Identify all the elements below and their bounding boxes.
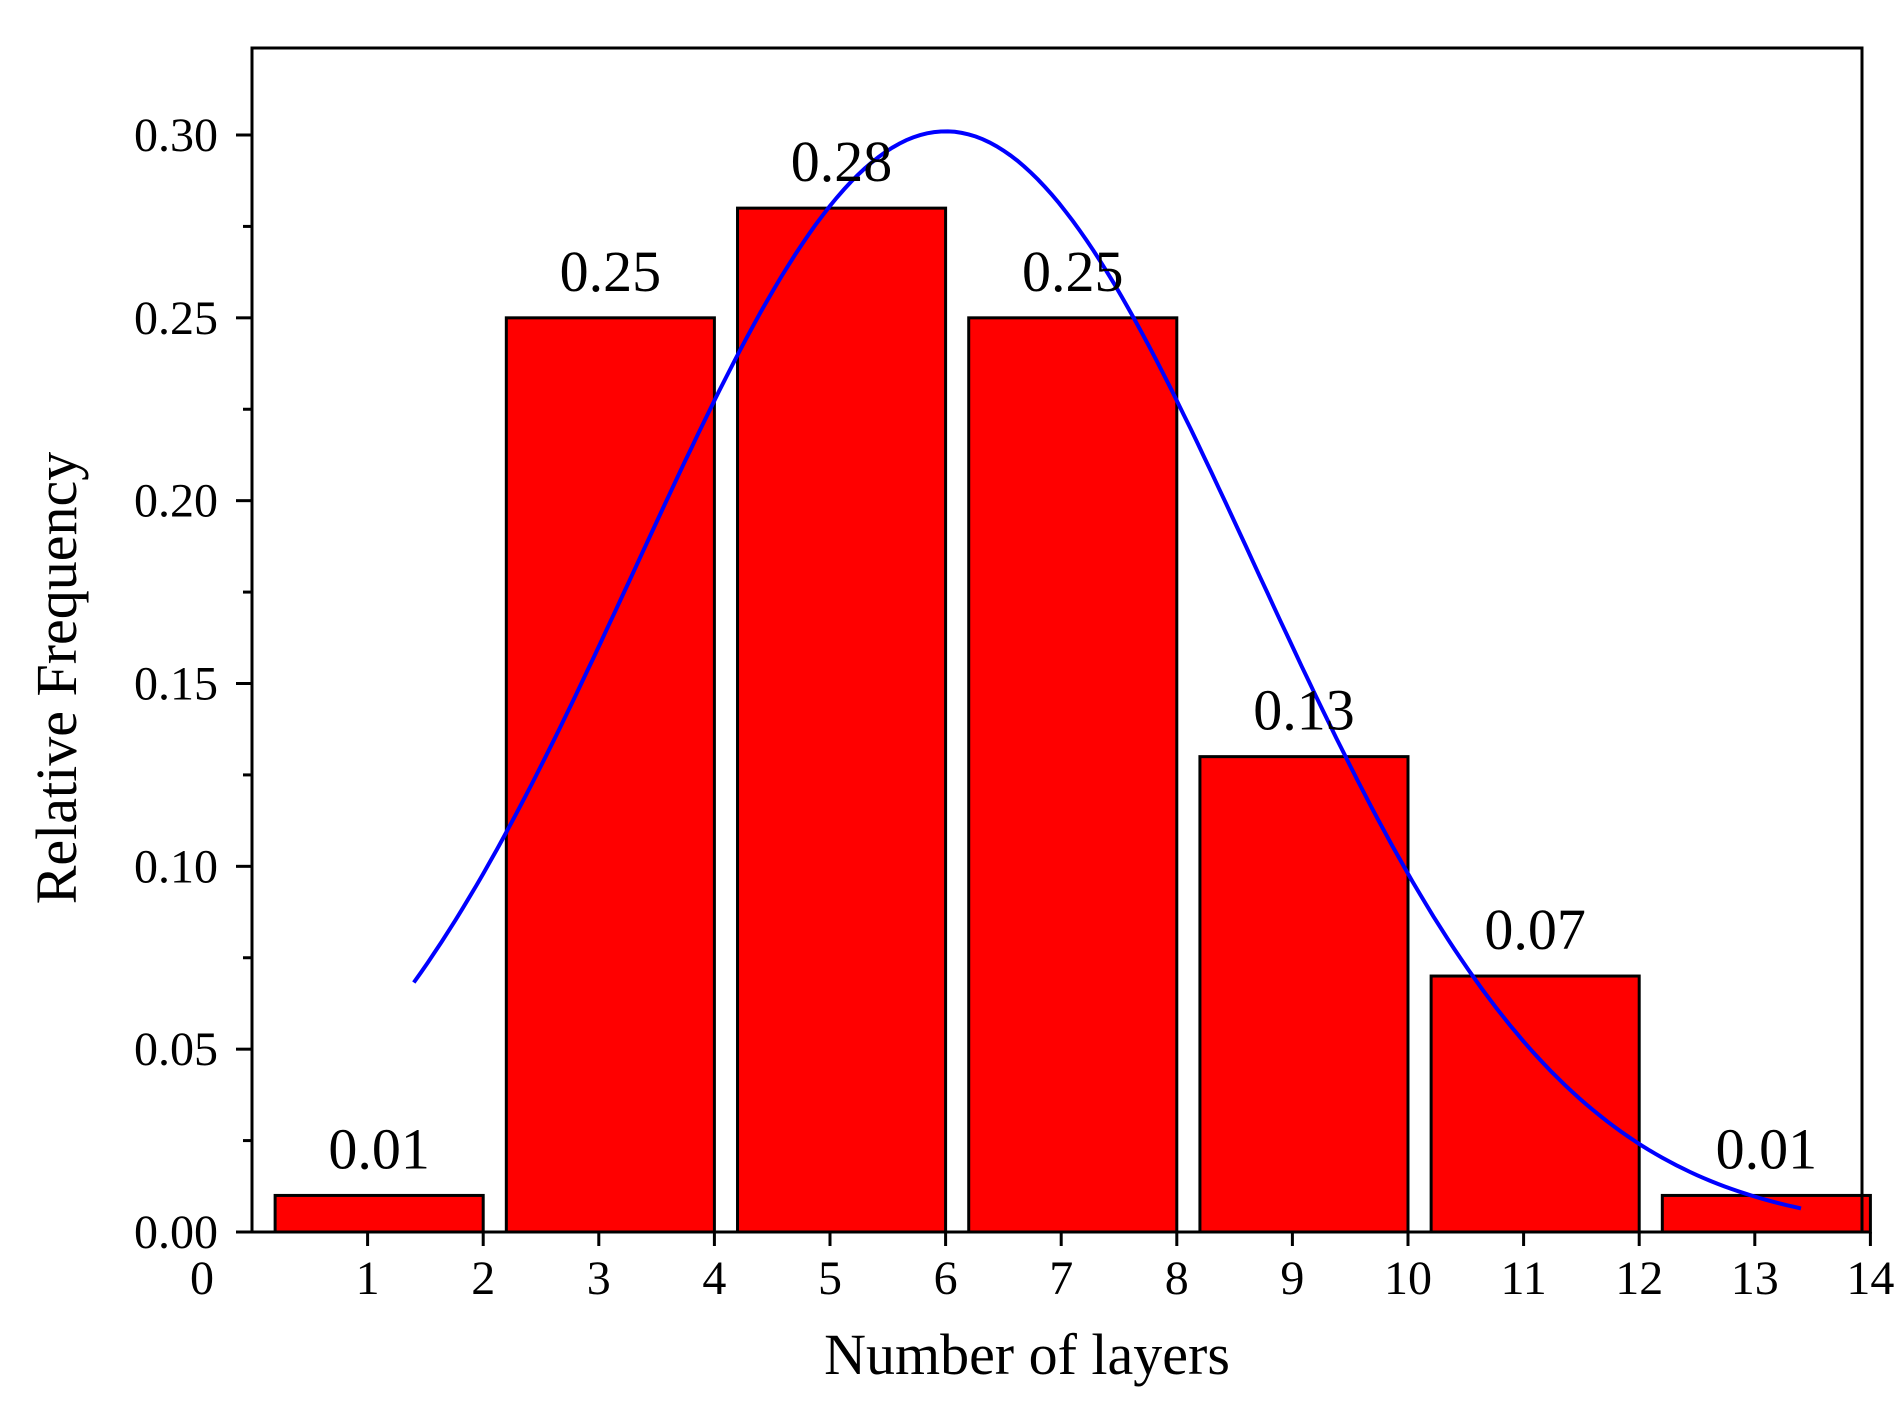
data-label-11-12: 0.07 xyxy=(1484,897,1586,962)
y-tick-label: 0.05 xyxy=(134,1023,218,1076)
y-tick-label: 0.15 xyxy=(134,658,218,711)
y-tick-label: 0.30 xyxy=(134,109,218,162)
x-tick-label: 14 xyxy=(1846,1252,1894,1305)
bar-7-8 xyxy=(967,316,1179,1234)
y-tick-label: 0.10 xyxy=(134,840,218,893)
x-axis-title: Number of layers xyxy=(824,1322,1230,1387)
x-tick-label: 2 xyxy=(471,1252,495,1305)
x-tick-label: 5 xyxy=(818,1252,842,1305)
axes-layer: 0.000.050.100.150.200.250.300 1 2 3 4 5 6 7 8 9 10… xyxy=(134,46,1894,1305)
bars-layer xyxy=(273,206,1872,1234)
bar-11-12 xyxy=(1429,974,1641,1234)
data-label-9-10: 0.13 xyxy=(1253,678,1355,743)
x-tick-label: 7 xyxy=(1049,1252,1073,1305)
x-tick-label: 6 xyxy=(934,1252,958,1305)
x-tick-label: 12 xyxy=(1615,1252,1663,1305)
x-tick-label: 11 xyxy=(1500,1252,1546,1305)
data-label-5-6: 0.28 xyxy=(791,129,893,194)
data-label-13-14: 0.01 xyxy=(1716,1116,1818,1181)
data-label-3-4: 0.25 xyxy=(560,239,662,304)
x-tick-label: 3 xyxy=(587,1252,611,1305)
fit-curve-layer xyxy=(412,129,1802,1211)
fit-curve-line xyxy=(412,129,1802,1211)
bar-5-6 xyxy=(736,206,948,1234)
x-tick-label: 4 xyxy=(702,1252,726,1305)
bar-9-10 xyxy=(1198,755,1410,1234)
plot-frame xyxy=(250,46,1864,1234)
x-tick-label: 9 xyxy=(1280,1252,1304,1305)
x-tick-label: 8 xyxy=(1165,1252,1189,1305)
bar-1-2 xyxy=(273,1193,485,1234)
y-tick-label: 0.20 xyxy=(134,475,218,528)
x-tick-label: 10 xyxy=(1384,1252,1432,1305)
x-tick-label: 0 xyxy=(190,1252,214,1305)
data-label-1-2: 0.01 xyxy=(328,1116,430,1181)
data-label-7-8: 0.25 xyxy=(1022,239,1124,304)
x-tick-label: 13 xyxy=(1731,1252,1779,1305)
x-tick-label: 1 xyxy=(356,1252,380,1305)
y-tick-label: 0.00 xyxy=(134,1206,218,1259)
y-axis-title: Relative Frequency xyxy=(24,452,89,905)
data-labels-layer: 0.01 0.25 0.28 0.25 0.13 0.07 0.01 xyxy=(328,129,1817,1181)
y-tick-label: 0.25 xyxy=(134,292,218,345)
